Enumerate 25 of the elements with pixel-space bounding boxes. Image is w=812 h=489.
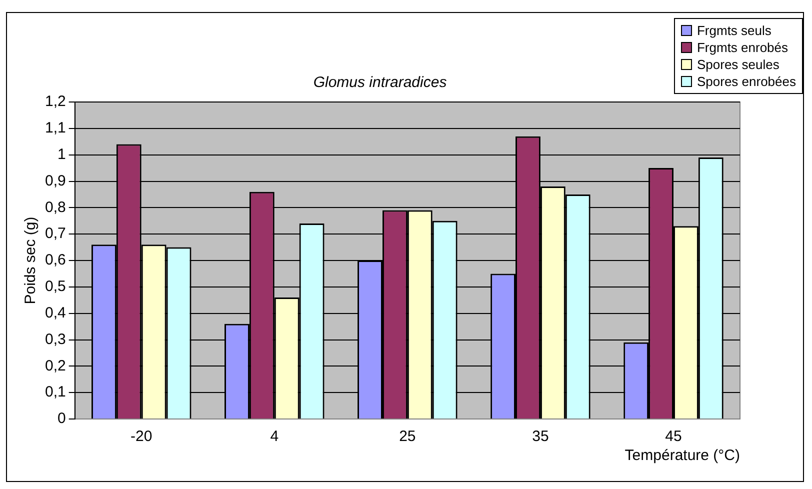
y-tick-label: 0,1: [44, 384, 66, 401]
y-tick-label: 0,7: [44, 225, 66, 242]
y-tick-label: 0,9: [44, 172, 66, 190]
y-tick-label: 1,1: [44, 120, 66, 137]
x-tick-label: 35: [532, 428, 549, 446]
y-tick-label: 0,4: [44, 304, 66, 322]
legend-label: Spores enrobées: [696, 73, 796, 90]
y-tick-label: 0,5: [44, 278, 66, 296]
x-tick-label: 25: [399, 428, 416, 446]
x-tick-label: 4: [270, 428, 279, 446]
chart-title: Glomus intraradices: [313, 74, 448, 92]
legend-label: Frgmts enrobés: [696, 39, 788, 56]
y-tick-label: 1,2: [44, 93, 66, 110]
x-tick-label: 45: [665, 428, 682, 446]
y-axis-title: Poids sec (g): [22, 216, 40, 304]
y-tick-label: 1: [58, 146, 66, 163]
y-tick-label: 0: [58, 410, 66, 428]
legend-label: Spores seules: [696, 56, 780, 73]
x-tick-label: -20: [130, 428, 152, 446]
y-tick-label: 0,8: [44, 198, 66, 216]
y-tick-label: 0,6: [44, 252, 66, 269]
y-tick-label: 0,2: [44, 357, 66, 374]
y-tick-label: 0,3: [44, 330, 66, 348]
x-axis-title: Température (°C): [624, 447, 740, 464]
legend-label: Frgmts seuls: [696, 22, 772, 39]
